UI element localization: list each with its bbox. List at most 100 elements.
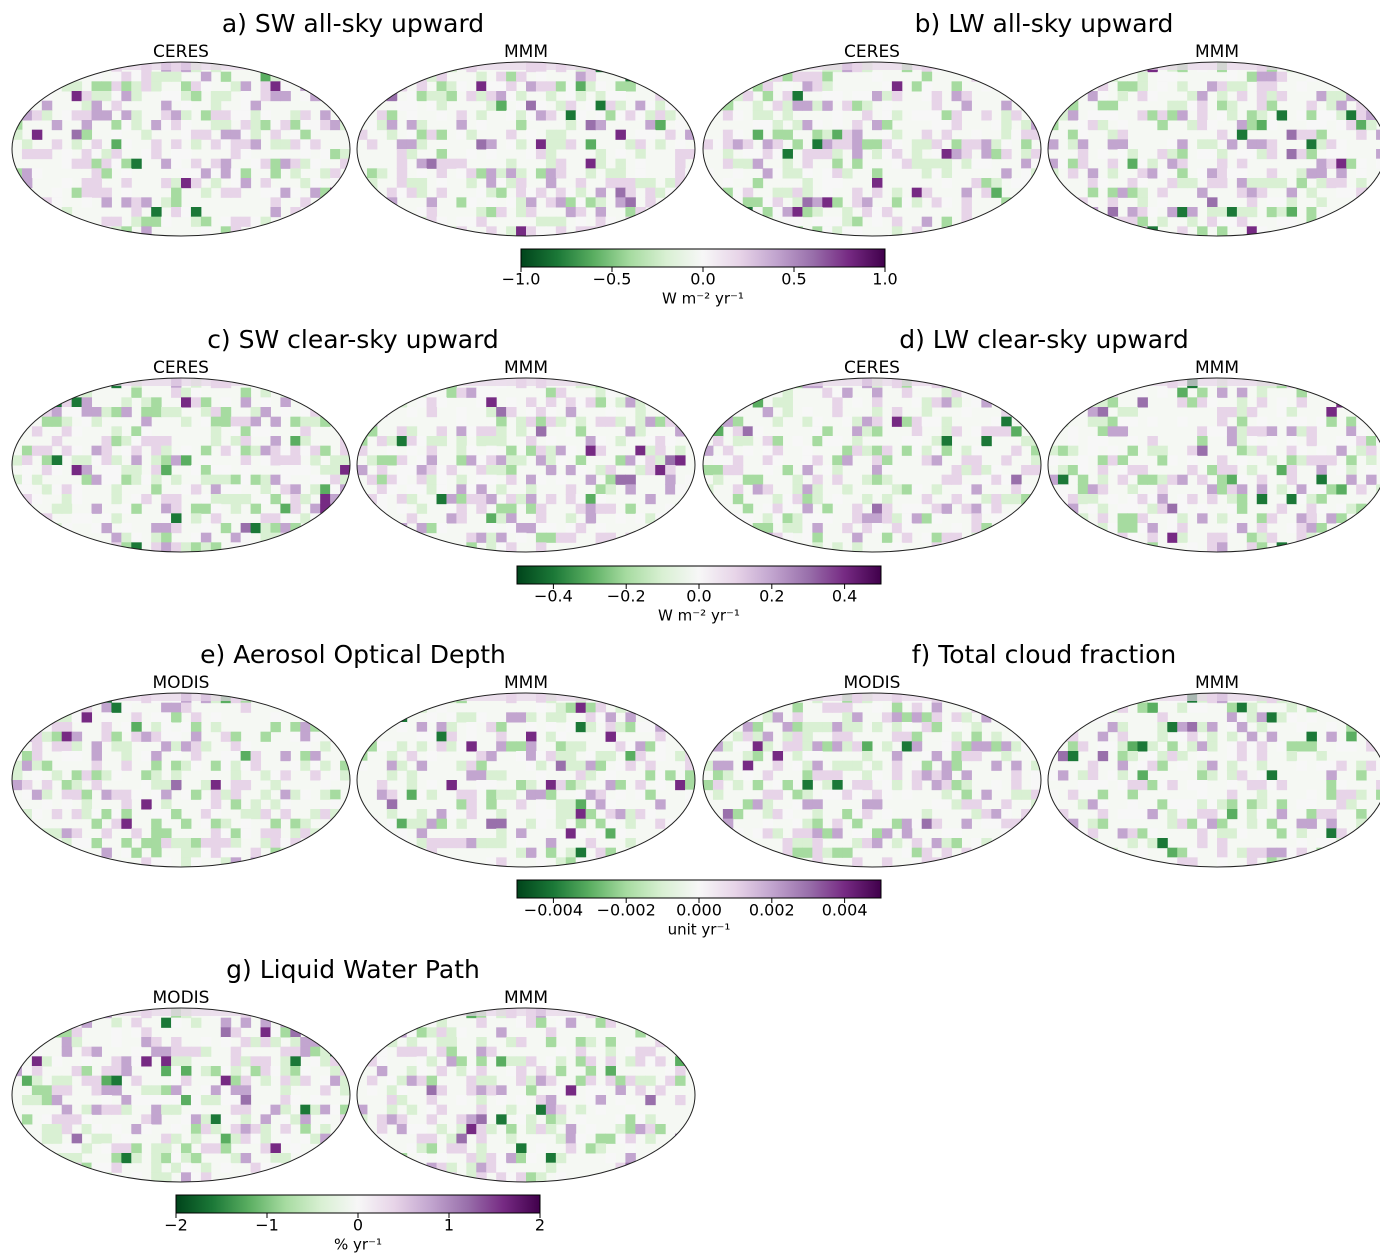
map-cell <box>1048 712 1058 722</box>
map-cell <box>773 504 783 514</box>
map-cell <box>1167 751 1177 761</box>
map-cell <box>330 1008 340 1018</box>
map-cell <box>1336 848 1346 858</box>
map-cell <box>942 217 952 227</box>
map-cell <box>320 761 330 771</box>
map-cell <box>842 732 852 742</box>
map-cell <box>476 1056 486 1066</box>
map-cell <box>111 455 121 465</box>
map-cell <box>1217 475 1227 485</box>
map-cell <box>161 101 171 111</box>
map-cell <box>802 523 812 533</box>
map-cell <box>1336 484 1346 494</box>
map-cell <box>111 101 121 111</box>
map-cell <box>171 513 181 523</box>
map-cell <box>1098 91 1108 101</box>
map-cell <box>1207 207 1217 217</box>
map-cell <box>1267 91 1277 101</box>
map-cell <box>753 110 763 120</box>
map-cell <box>981 217 991 227</box>
map-cell <box>92 751 102 761</box>
map-cell <box>703 465 713 475</box>
map-cell <box>625 475 635 485</box>
map-cell <box>496 741 506 751</box>
map-cell <box>32 1076 42 1086</box>
map-cell <box>211 1114 221 1124</box>
map-cell <box>792 139 802 149</box>
map-cell <box>171 751 181 761</box>
map-cell <box>496 770 506 780</box>
map-cell <box>417 475 427 485</box>
map-cell <box>377 1056 387 1066</box>
map-cell <box>586 838 596 848</box>
map-cell <box>625 426 635 436</box>
map-cell <box>476 188 486 198</box>
map-cell <box>635 178 645 188</box>
map-cell <box>655 693 665 703</box>
map-cell <box>476 1134 486 1144</box>
map-cell <box>753 542 763 552</box>
map-cell <box>486 436 496 446</box>
map-cell <box>310 693 320 703</box>
map-cell <box>596 436 606 446</box>
map-cell <box>1326 178 1336 188</box>
map-cell <box>952 838 962 848</box>
map-cell <box>842 761 852 771</box>
map-cell <box>723 455 733 465</box>
map-cell <box>1021 91 1031 101</box>
map-cell <box>466 197 476 207</box>
map-cell <box>211 494 221 504</box>
map-cell <box>733 130 743 140</box>
map-cell <box>191 1153 201 1163</box>
map-cell <box>261 91 271 101</box>
map-cell <box>1257 809 1267 819</box>
map-cell <box>241 494 251 504</box>
map-cell <box>645 770 655 780</box>
map-cell <box>872 722 882 732</box>
map-cell <box>566 828 576 838</box>
map-cell <box>221 1143 231 1153</box>
map <box>12 693 351 868</box>
map-cell <box>261 494 271 504</box>
map-cell <box>62 1047 72 1057</box>
map-cell <box>52 1085 62 1095</box>
map-cell <box>171 197 181 207</box>
colorbar <box>176 1195 540 1213</box>
map-cell <box>645 848 655 858</box>
map-cell <box>1217 426 1227 436</box>
map-cell <box>596 388 606 398</box>
map-cell <box>42 62 52 72</box>
map-cell <box>310 397 320 407</box>
map-cell <box>496 1114 506 1124</box>
map-cell <box>330 790 340 800</box>
map-cell <box>330 407 340 417</box>
map-cell <box>981 494 991 504</box>
map-cell <box>270 417 280 427</box>
map-cell <box>417 828 427 838</box>
map-cell <box>1068 159 1078 169</box>
map-cell <box>576 455 586 465</box>
map-cell <box>1356 770 1366 780</box>
map-cell <box>1031 226 1041 236</box>
map-cell <box>417 1134 427 1144</box>
map-cell <box>1058 770 1068 780</box>
map-cell <box>1197 722 1207 732</box>
map-cell <box>1147 475 1157 485</box>
map-cell <box>340 1134 350 1144</box>
map-cell <box>131 120 141 130</box>
map-cell <box>892 130 902 140</box>
map-cell <box>1326 388 1336 398</box>
map-cell <box>1187 741 1197 751</box>
map-cell <box>536 1105 546 1115</box>
map-cell <box>486 1163 496 1173</box>
map-cell <box>1011 207 1021 217</box>
map-cell <box>812 761 822 771</box>
map-cell <box>251 1124 261 1134</box>
map-cell <box>516 455 526 465</box>
map-cell <box>1157 120 1167 130</box>
map-cell <box>852 159 862 169</box>
map-cell <box>121 168 131 178</box>
map-cell <box>82 770 92 780</box>
map-cell <box>1277 809 1287 819</box>
map-cell <box>713 703 723 713</box>
